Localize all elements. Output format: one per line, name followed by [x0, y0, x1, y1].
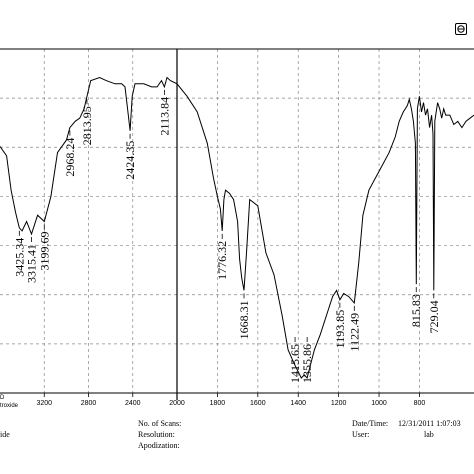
footer-left-cut-text: ide: [0, 430, 10, 439]
peak-label-text: 3199.69: [37, 232, 51, 271]
peak-3425.34: 3425.34: [12, 230, 26, 277]
x-axis-ticks: 3200 2800 2400 2000 1800 1600 1400 1200 1000 800: [36, 393, 425, 407]
peak-label-text: 729.04: [427, 300, 441, 333]
view-toggle-icon[interactable]: [455, 23, 467, 35]
peak-label-text: 1776.32: [215, 241, 229, 280]
peak-label-text: 1122.49: [347, 313, 361, 352]
peak-label-text: 1355.86: [300, 344, 314, 383]
grid-lines: [0, 49, 474, 393]
peak-2968.24: 2968.24: [63, 130, 77, 177]
plot-area: [0, 49, 474, 393]
x-tick-label-2400: 2400: [125, 400, 141, 407]
peak-2113.84: 2113.84: [157, 89, 171, 136]
left-edge-label-top: D: [0, 395, 5, 401]
peak-label-text: 3315.41: [24, 244, 38, 283]
x-tick-label-1200: 1200: [331, 400, 347, 407]
peak-1355.86: 1355.86: [300, 337, 314, 383]
footer-resolution-label: Resolution:: [138, 430, 175, 439]
peak-label-text: 1193.85: [333, 310, 347, 349]
x-tick-label-1800: 1800: [210, 400, 226, 407]
peak-815.83: 815.83: [409, 287, 423, 327]
footer-apodization-label: Apodization:: [138, 441, 180, 450]
footer-user-value: lab: [424, 430, 434, 439]
footer-datetime-value: 12/31/2011 1:07:03: [398, 419, 461, 428]
peak-1415.65: 1415.65: [288, 337, 302, 383]
peak-2813.95: 2813.95: [80, 99, 94, 145]
x-tick-label-3200: 3200: [36, 400, 52, 407]
peak-1122.49: 1122.49: [347, 305, 361, 352]
peak-label-text: 1415.65: [288, 344, 302, 383]
footer-user-label: User:: [352, 430, 370, 439]
peak-1776.32: 1776.32: [215, 233, 229, 280]
x-tick-label-2800: 2800: [81, 400, 97, 407]
peak-729.04: 729.04: [427, 293, 441, 333]
peak-label-text: 2968.24: [63, 138, 77, 177]
peak-label-text: 2113.84: [157, 97, 171, 136]
peak-2424.35: 2424.35: [123, 133, 137, 180]
peak-label-text: 815.83: [409, 294, 423, 327]
peak-3199.69: 3199.69: [37, 224, 51, 271]
x-tick-label-1400: 1400: [290, 400, 306, 407]
spectrum-line: [0, 76, 474, 380]
x-tick-label-1000: 1000: [371, 400, 387, 407]
footer-scans-label: No. of Scans:: [138, 419, 182, 428]
peak-1668.31: 1668.31: [237, 293, 251, 339]
x-tick-label-2000: 2000: [169, 400, 185, 407]
peak-label-text: 3425.34: [12, 238, 26, 277]
peak-label-text: 2424.35: [123, 141, 137, 180]
x-tick-label-800: 800: [414, 400, 426, 407]
peak-1193.85: 1193.85: [333, 302, 347, 349]
left-edge-label-bottom: troxide: [0, 403, 19, 409]
peak-label-text: 2813.95: [80, 106, 94, 145]
x-tick-label-1600: 1600: [250, 400, 266, 407]
peak-3315.41: 3315.41: [24, 237, 38, 283]
peak-label-text: 1668.31: [237, 300, 251, 339]
footer-datetime-label: Date/Time:: [352, 419, 389, 428]
